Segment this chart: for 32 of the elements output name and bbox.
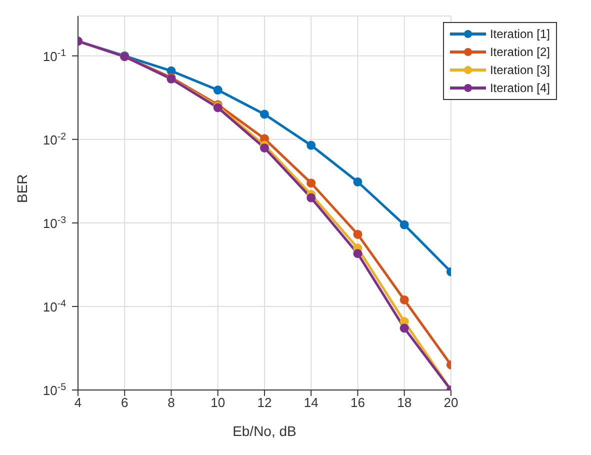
point <box>213 86 222 95</box>
point <box>260 143 269 152</box>
x-tick-label: 10 <box>210 395 226 410</box>
x-tick-label: 16 <box>350 395 365 410</box>
x-tick-label: 18 <box>397 395 412 410</box>
legend-label: Iteration [4] <box>490 81 550 95</box>
legend-label: Iteration [3] <box>490 63 550 77</box>
y-tick-label: 10$^{-4}$ <box>42 298 67 314</box>
point <box>306 193 316 202</box>
x-tick-label: 4 <box>74 395 82 410</box>
x-tick-label: 14 <box>304 395 318 410</box>
point <box>400 295 409 304</box>
point <box>400 324 409 333</box>
y-tick-label: 10$^{-1}$ <box>42 47 66 64</box>
point <box>306 178 316 188</box>
x-tick-label: 6 <box>121 395 128 410</box>
y-tick-label: 10$^{-2}$ <box>42 130 66 148</box>
y-tick-label: 10$^{-3}$ <box>42 214 66 231</box>
x-tick-label: 12 <box>257 395 272 410</box>
point <box>353 249 362 258</box>
legend-label: Iteration [1] <box>490 27 550 41</box>
point <box>353 230 362 239</box>
y-axis-title: BER <box>14 174 30 203</box>
y-tick-label: 10$^{-5}$ <box>42 382 67 398</box>
point <box>260 110 269 119</box>
x-tick-label: 8 <box>168 395 175 410</box>
legend-label: Iteration [2] <box>490 45 550 59</box>
point <box>353 177 362 186</box>
x-axis-title: Eb/No, dB <box>232 423 296 439</box>
point <box>306 140 316 150</box>
point <box>400 220 409 230</box>
x-tick-label: 20 <box>444 395 458 410</box>
